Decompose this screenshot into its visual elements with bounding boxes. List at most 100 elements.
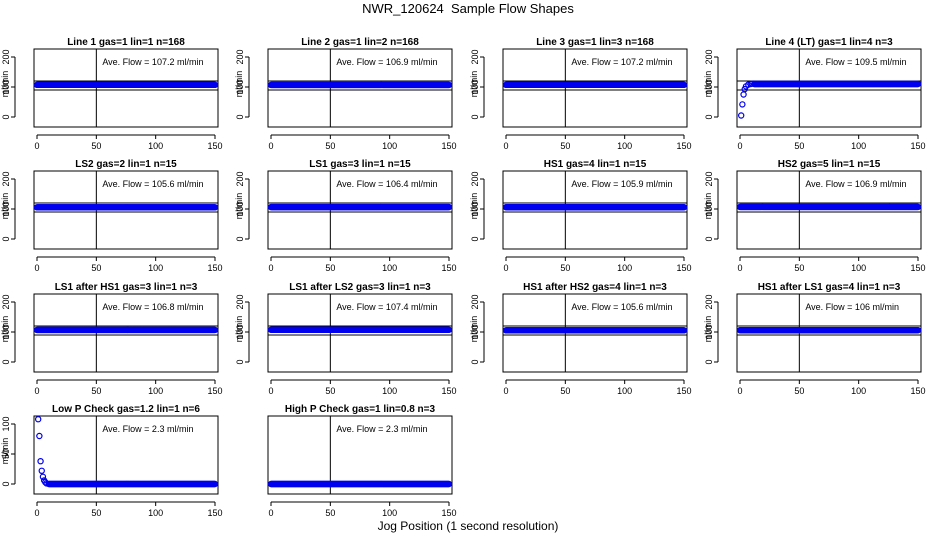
x-tick-label: 150 bbox=[441, 508, 456, 518]
x-tick-label: 150 bbox=[910, 263, 925, 273]
x-tick-label: 150 bbox=[207, 386, 222, 396]
data-point bbox=[914, 327, 922, 334]
y-tick-label: 200 bbox=[470, 171, 480, 186]
y-tick-label: 100 bbox=[470, 324, 480, 339]
x-tick-label: 50 bbox=[91, 386, 101, 396]
plot-box bbox=[33, 170, 219, 250]
x-tick-label: 100 bbox=[382, 508, 397, 518]
x-tick-label: 100 bbox=[148, 508, 163, 518]
y-tick-label: 100 bbox=[470, 201, 480, 216]
data-point bbox=[445, 480, 453, 488]
y-axis-label: ml/min bbox=[234, 193, 244, 220]
y-tick-label: 200 bbox=[235, 49, 245, 64]
plot-box bbox=[267, 293, 453, 373]
y-tick-label: 100 bbox=[235, 201, 245, 216]
x-tick-label: 0 bbox=[268, 141, 273, 151]
x-tick-label: 0 bbox=[737, 263, 742, 273]
y-axis-label: ml/min bbox=[0, 193, 10, 220]
y-tick-label: 100 bbox=[1, 416, 11, 431]
y-tick-label: 100 bbox=[1, 79, 11, 94]
panel-title: LS1 after LS2 gas=3 lin=1 n=3 bbox=[289, 282, 431, 293]
y-tick-label: 200 bbox=[1, 294, 11, 309]
y-axis-label: ml/min bbox=[469, 71, 479, 98]
y-axis-label: ml/min bbox=[0, 71, 10, 98]
data-point bbox=[914, 80, 922, 88]
y-tick-label: 0 bbox=[1, 114, 11, 119]
y-tick-label: 0 bbox=[704, 236, 714, 241]
y-tick-label: 200 bbox=[1, 49, 11, 64]
data-point bbox=[36, 432, 43, 440]
x-tick-label: 100 bbox=[851, 263, 866, 273]
average-flow-label: Ave. Flow = 106 ml/min bbox=[805, 302, 899, 312]
data-point bbox=[914, 203, 922, 211]
y-tick-label: 100 bbox=[470, 79, 480, 94]
x-tick-label: 0 bbox=[503, 263, 508, 273]
x-axis-title: Jog Position (1 second resolution) bbox=[377, 519, 559, 533]
y-axis-label: ml/min bbox=[234, 71, 244, 98]
average-flow-label: Ave. Flow = 105.6 ml/min bbox=[102, 179, 203, 189]
plot-box bbox=[502, 170, 688, 250]
panel-title: HS1 gas=4 lin=1 n=15 bbox=[544, 159, 647, 170]
data-point bbox=[211, 326, 219, 334]
x-tick-label: 150 bbox=[676, 263, 691, 273]
average-flow-label: Ave. Flow = 107.2 ml/min bbox=[102, 57, 203, 67]
x-tick-label: 150 bbox=[676, 141, 691, 151]
y-tick-label: 0 bbox=[235, 359, 245, 364]
data-point bbox=[211, 480, 219, 488]
y-tick-label: 0 bbox=[1, 359, 11, 364]
average-flow-label: Ave. Flow = 109.5 ml/min bbox=[805, 57, 906, 67]
panel-title: Line 3 gas=1 lin=3 n=168 bbox=[536, 37, 654, 48]
x-tick-label: 100 bbox=[617, 263, 632, 273]
panel-title: HS2 gas=5 lin=1 n=15 bbox=[778, 159, 881, 170]
x-tick-label: 50 bbox=[325, 263, 335, 273]
x-tick-label: 0 bbox=[503, 141, 508, 151]
average-flow-label: Ave. Flow = 105.6 ml/min bbox=[571, 302, 672, 312]
y-tick-label: 100 bbox=[704, 324, 714, 339]
x-tick-label: 100 bbox=[617, 386, 632, 396]
y-tick-label: 200 bbox=[704, 294, 714, 309]
x-tick-label: 50 bbox=[794, 263, 804, 273]
x-tick-label: 50 bbox=[325, 141, 335, 151]
x-tick-label: 50 bbox=[794, 141, 804, 151]
data-point bbox=[38, 467, 45, 474]
y-tick-label: 100 bbox=[704, 201, 714, 216]
y-tick-label: 200 bbox=[704, 171, 714, 186]
plot-box bbox=[267, 48, 453, 128]
plot-box bbox=[33, 48, 219, 128]
average-flow-label: Ave. Flow = 2.3 ml/min bbox=[336, 424, 427, 434]
x-tick-label: 0 bbox=[503, 386, 508, 396]
y-axis-label: ml/min bbox=[703, 193, 713, 220]
panel-title: Line 1 gas=1 lin=1 n=168 bbox=[67, 37, 185, 48]
y-tick-label: 100 bbox=[1, 201, 11, 216]
data-point bbox=[737, 112, 745, 119]
plot-box bbox=[736, 48, 922, 128]
plot-box bbox=[736, 170, 922, 250]
plot-box bbox=[736, 293, 922, 373]
data-point bbox=[445, 326, 453, 333]
panel-title: LS1 after HS1 gas=3 lin=1 n=3 bbox=[55, 282, 198, 293]
y-tick-label: 0 bbox=[1, 236, 11, 241]
data-point bbox=[680, 204, 688, 211]
panel-title: Low P Check gas=1.2 lin=1 n=6 bbox=[52, 404, 200, 415]
x-tick-label: 150 bbox=[676, 386, 691, 396]
average-flow-label: Ave. Flow = 107.4 ml/min bbox=[336, 302, 437, 312]
data-point bbox=[37, 458, 44, 465]
x-tick-label: 50 bbox=[91, 508, 101, 518]
y-axis-label: ml/min bbox=[703, 316, 713, 343]
average-flow-label: Ave. Flow = 106.8 ml/min bbox=[102, 302, 203, 312]
x-tick-label: 50 bbox=[560, 263, 570, 273]
y-tick-label: 200 bbox=[235, 294, 245, 309]
y-tick-label: 50 bbox=[1, 449, 11, 459]
x-tick-label: 100 bbox=[382, 263, 397, 273]
y-tick-label: 100 bbox=[704, 79, 714, 94]
y-tick-label: 0 bbox=[235, 114, 245, 119]
average-flow-label: Ave. Flow = 107.2 ml/min bbox=[571, 57, 672, 67]
y-axis-label: ml/min bbox=[234, 316, 244, 343]
panel-title: LS1 gas=3 lin=1 n=15 bbox=[309, 159, 411, 170]
x-tick-label: 150 bbox=[910, 386, 925, 396]
panel-title: LS2 gas=2 lin=1 n=15 bbox=[75, 159, 177, 170]
data-point bbox=[445, 203, 453, 211]
y-tick-label: 0 bbox=[704, 359, 714, 364]
x-tick-label: 50 bbox=[560, 386, 570, 396]
x-tick-label: 50 bbox=[325, 386, 335, 396]
